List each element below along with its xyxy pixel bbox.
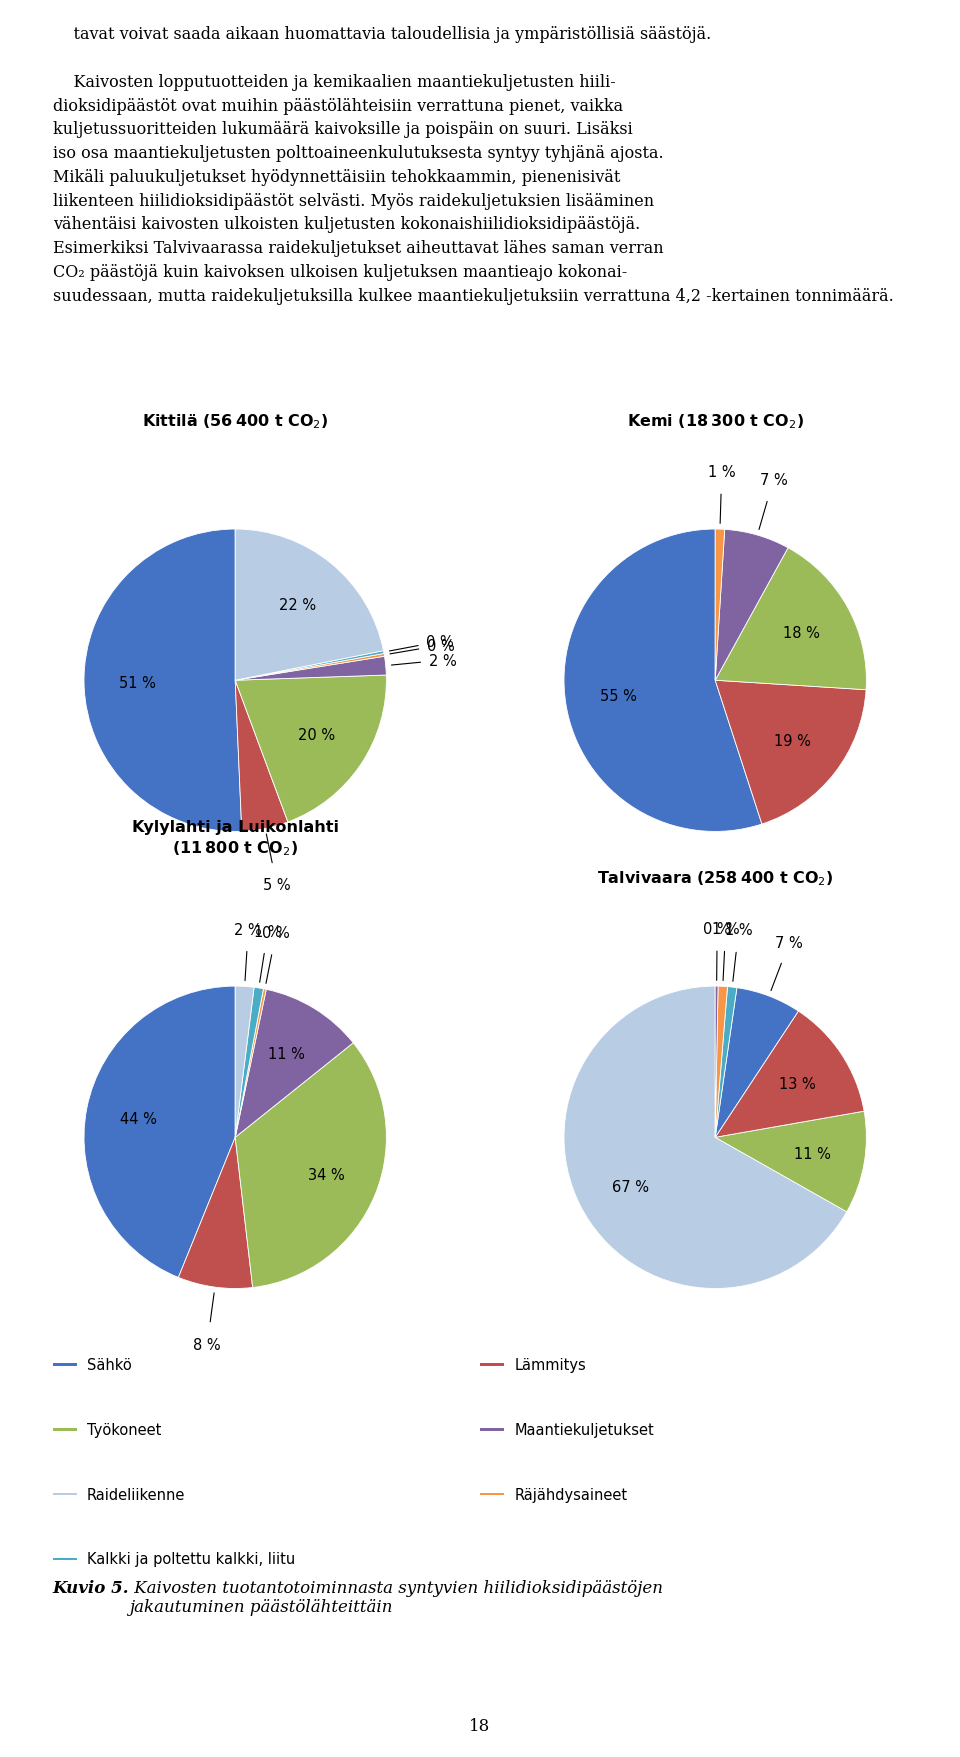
Bar: [480, 1363, 504, 1367]
Text: 1 %: 1 %: [708, 466, 735, 480]
Text: 67 %: 67 %: [612, 1179, 649, 1195]
Text: 20 %: 20 %: [299, 727, 335, 743]
Title: Kittilä (56 400 t CO$_2$): Kittilä (56 400 t CO$_2$): [142, 413, 328, 430]
Text: 18: 18: [469, 1717, 491, 1734]
Text: 18 %: 18 %: [782, 625, 820, 641]
Wedge shape: [564, 531, 762, 831]
Text: 2 %: 2 %: [429, 654, 457, 668]
Wedge shape: [715, 548, 866, 691]
Wedge shape: [715, 987, 737, 1139]
Text: Kuvio 5.: Kuvio 5.: [53, 1578, 130, 1595]
Text: 7 %: 7 %: [759, 473, 787, 488]
Text: 2 %: 2 %: [234, 922, 262, 936]
Wedge shape: [235, 1044, 386, 1288]
Text: Räjähdysaineet: Räjähdysaineet: [515, 1486, 627, 1502]
Wedge shape: [564, 987, 847, 1288]
Text: 44 %: 44 %: [120, 1112, 157, 1126]
Wedge shape: [715, 1112, 866, 1212]
Bar: [53, 1428, 77, 1430]
Text: 55 %: 55 %: [600, 689, 636, 705]
Text: 7 %: 7 %: [776, 935, 804, 951]
Wedge shape: [179, 1139, 252, 1288]
Text: 22 %: 22 %: [279, 597, 316, 613]
Text: Kalkki ja poltettu kalkki, liitu: Kalkki ja poltettu kalkki, liitu: [87, 1551, 296, 1567]
Wedge shape: [715, 680, 866, 824]
Text: 5 %: 5 %: [263, 878, 291, 893]
Bar: [480, 1493, 504, 1495]
Text: 0 %: 0 %: [262, 926, 290, 940]
Text: 1 %: 1 %: [711, 922, 739, 936]
Text: Kaivosten tuotantotoiminnasta syntyvien hiilidioksidipäästöjen
jakautuminen pääs: Kaivosten tuotantotoiminnasta syntyvien …: [129, 1578, 662, 1615]
Text: 0 %: 0 %: [426, 634, 454, 650]
Text: Sähkö: Sähkö: [87, 1358, 132, 1372]
Wedge shape: [235, 652, 384, 680]
Title: Kylylahti ja Luikonlahti
(11 800 t CO$_2$): Kylylahti ja Luikonlahti (11 800 t CO$_2…: [132, 819, 339, 857]
Wedge shape: [235, 989, 353, 1139]
Text: 19 %: 19 %: [775, 733, 811, 748]
Bar: [53, 1558, 77, 1560]
Text: Lämmitys: Lämmitys: [515, 1358, 586, 1372]
Wedge shape: [715, 1012, 864, 1139]
Wedge shape: [235, 654, 384, 680]
Text: Työkoneet: Työkoneet: [87, 1421, 161, 1437]
Wedge shape: [715, 987, 728, 1139]
Wedge shape: [84, 531, 242, 831]
Wedge shape: [715, 987, 799, 1139]
Wedge shape: [715, 987, 718, 1139]
Text: Maantiekuljetukset: Maantiekuljetukset: [515, 1421, 654, 1437]
Text: 8 %: 8 %: [193, 1337, 221, 1351]
Text: 13 %: 13 %: [779, 1077, 816, 1091]
Title: Kemi (18 300 t CO$_2$): Kemi (18 300 t CO$_2$): [627, 413, 804, 430]
Text: 11 %: 11 %: [268, 1047, 305, 1061]
Text: 51 %: 51 %: [118, 675, 156, 691]
Text: 1 %: 1 %: [725, 922, 753, 938]
Bar: [480, 1428, 504, 1430]
Bar: [53, 1363, 77, 1367]
Text: 0 %: 0 %: [427, 638, 455, 654]
Bar: [53, 1493, 77, 1495]
Text: tavat voivat saada aikaan huomattavia taloudellisia ja ympäristöllisiä säästöjä.: tavat voivat saada aikaan huomattavia ta…: [53, 26, 894, 304]
Wedge shape: [235, 987, 263, 1139]
Wedge shape: [235, 657, 386, 680]
Wedge shape: [715, 531, 725, 680]
Text: Raideliikenne: Raideliikenne: [87, 1486, 185, 1502]
Title: Talvivaara (258 400 t CO$_2$): Talvivaara (258 400 t CO$_2$): [597, 870, 833, 887]
Wedge shape: [235, 676, 386, 822]
Wedge shape: [235, 987, 254, 1139]
Text: 34 %: 34 %: [308, 1167, 345, 1182]
Wedge shape: [235, 989, 266, 1139]
Wedge shape: [235, 529, 383, 680]
Text: 11 %: 11 %: [794, 1147, 830, 1161]
Wedge shape: [235, 680, 288, 831]
Wedge shape: [84, 987, 235, 1277]
Text: 0 %: 0 %: [704, 922, 731, 936]
Text: 1 %: 1 %: [254, 924, 281, 940]
Wedge shape: [715, 531, 788, 680]
